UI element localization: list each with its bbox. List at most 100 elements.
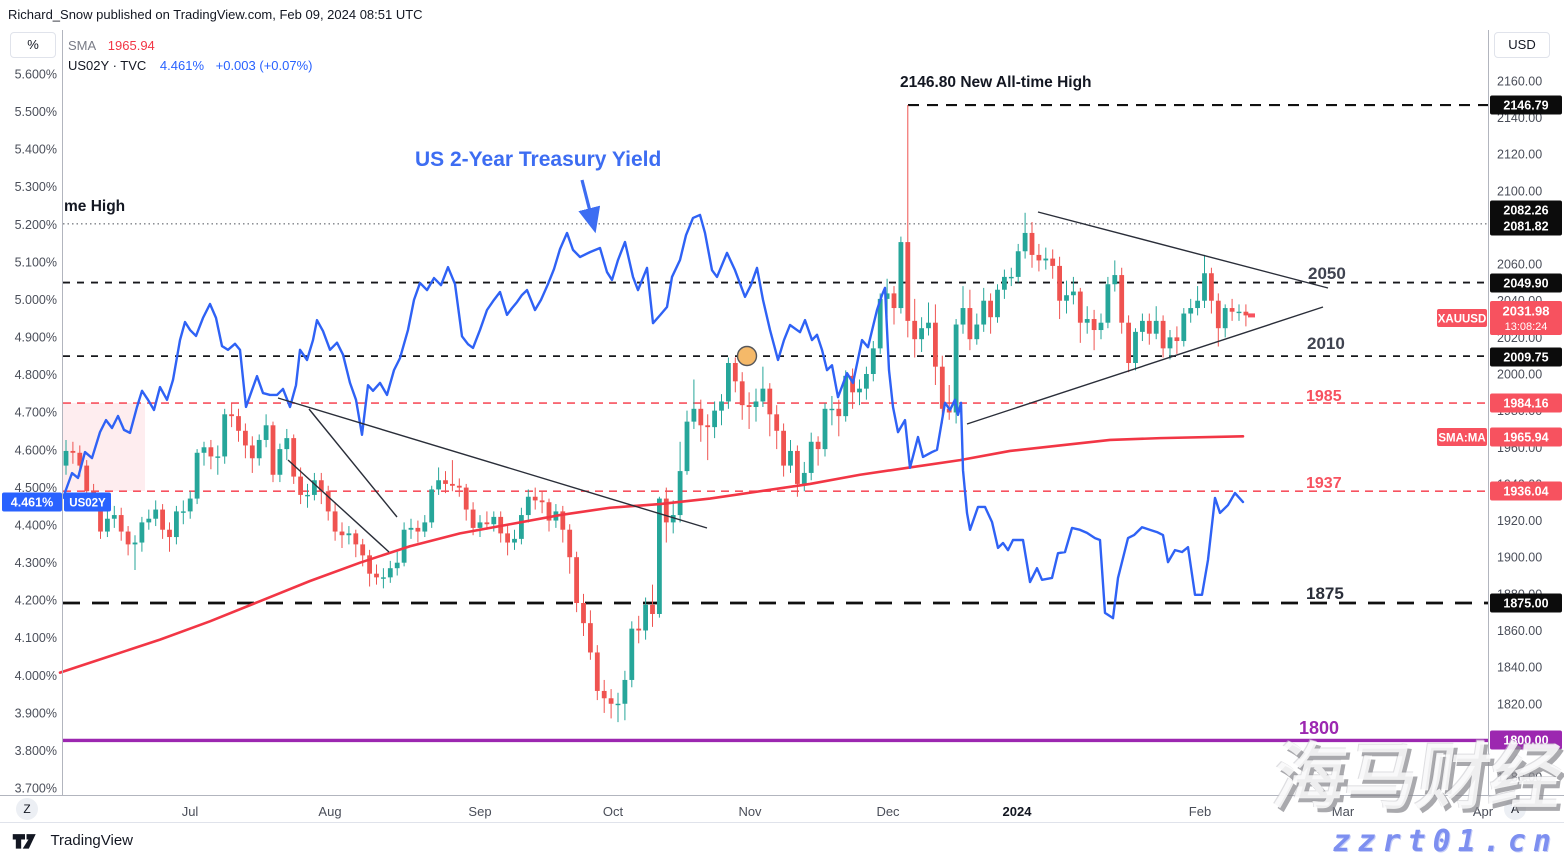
candle[interactable] bbox=[836, 408, 842, 417]
candle[interactable] bbox=[877, 298, 883, 349]
trendline[interactable] bbox=[1037, 211, 1329, 289]
candle[interactable] bbox=[201, 447, 207, 453]
candle[interactable] bbox=[443, 480, 448, 484]
candle[interactable] bbox=[484, 522, 490, 525]
candle[interactable] bbox=[470, 509, 476, 528]
candle[interactable] bbox=[98, 498, 103, 532]
candle[interactable] bbox=[857, 388, 862, 393]
candle[interactable] bbox=[270, 425, 276, 475]
candle[interactable] bbox=[912, 320, 918, 340]
candle[interactable] bbox=[312, 480, 317, 495]
candle[interactable] bbox=[739, 381, 745, 406]
candle[interactable] bbox=[332, 511, 338, 532]
us02y-line[interactable] bbox=[61, 213, 1245, 620]
candle[interactable] bbox=[601, 690, 607, 699]
candle[interactable] bbox=[808, 441, 814, 473]
candle[interactable] bbox=[933, 322, 938, 367]
candle[interactable] bbox=[795, 450, 800, 484]
candle[interactable] bbox=[1146, 320, 1152, 334]
candle[interactable] bbox=[456, 485, 462, 488]
sma-line[interactable] bbox=[58, 434, 1245, 674]
candle[interactable] bbox=[726, 363, 731, 402]
candle[interactable] bbox=[864, 374, 869, 389]
candle[interactable] bbox=[146, 518, 152, 523]
candle[interactable] bbox=[505, 533, 510, 543]
candle[interactable] bbox=[519, 515, 524, 539]
candle[interactable] bbox=[629, 628, 635, 680]
candle[interactable] bbox=[594, 652, 600, 691]
candle[interactable] bbox=[788, 450, 793, 466]
candle[interactable] bbox=[367, 555, 372, 574]
candle[interactable] bbox=[1008, 276, 1014, 279]
candle[interactable] bbox=[450, 483, 455, 486]
candle[interactable] bbox=[719, 401, 724, 411]
candle[interactable] bbox=[477, 522, 483, 528]
candle[interactable] bbox=[822, 408, 828, 450]
candle[interactable] bbox=[353, 533, 359, 545]
candle[interactable] bbox=[850, 375, 855, 393]
candle[interactable] bbox=[539, 500, 545, 503]
candle[interactable] bbox=[1057, 265, 1062, 301]
trendline[interactable] bbox=[308, 408, 398, 518]
candle[interactable] bbox=[215, 456, 221, 458]
candle[interactable] bbox=[111, 515, 117, 519]
candle[interactable] bbox=[926, 322, 931, 329]
candle[interactable] bbox=[760, 388, 766, 402]
candle[interactable] bbox=[1215, 300, 1221, 329]
candle[interactable] bbox=[588, 623, 593, 653]
price-chart[interactable]: 2146.80 New All-time High US 2-Year Treas… bbox=[0, 30, 1564, 825]
candle[interactable] bbox=[767, 388, 773, 415]
trendline[interactable] bbox=[966, 306, 1324, 425]
candle[interactable] bbox=[981, 300, 987, 325]
candle[interactable] bbox=[256, 439, 262, 459]
candle[interactable] bbox=[1043, 258, 1049, 261]
candle[interactable] bbox=[194, 452, 200, 499]
candle[interactable] bbox=[1188, 308, 1194, 314]
candle[interactable] bbox=[546, 502, 552, 521]
candle[interactable] bbox=[677, 471, 683, 516]
circle-marker[interactable] bbox=[736, 345, 758, 367]
auto-scale-button[interactable]: A bbox=[1504, 798, 1526, 820]
candle[interactable] bbox=[1071, 291, 1076, 296]
timezone-button[interactable]: Z bbox=[16, 798, 38, 820]
candle[interactable] bbox=[229, 414, 234, 417]
legend-sma-row[interactable]: SMA 1965.94 bbox=[68, 36, 312, 56]
candle[interactable] bbox=[1119, 275, 1125, 323]
candle[interactable] bbox=[870, 348, 876, 374]
candle[interactable] bbox=[560, 511, 566, 530]
candle[interactable] bbox=[1209, 273, 1214, 301]
candle[interactable] bbox=[77, 452, 83, 466]
candle[interactable] bbox=[167, 529, 172, 538]
candle[interactable] bbox=[491, 516, 497, 525]
candle[interactable] bbox=[1098, 322, 1104, 331]
candle[interactable] bbox=[381, 577, 386, 579]
candle[interactable] bbox=[829, 408, 835, 411]
trendline[interactable] bbox=[287, 459, 390, 553]
candle[interactable] bbox=[277, 449, 283, 475]
candle[interactable] bbox=[608, 698, 614, 704]
candle[interactable] bbox=[1105, 284, 1111, 323]
candle[interactable] bbox=[974, 324, 980, 340]
legend-symbol-row[interactable]: US02Y · TVC 4.461% +0.003 (+0.07%) bbox=[68, 56, 312, 76]
candle[interactable] bbox=[532, 496, 538, 501]
candle[interactable] bbox=[512, 538, 517, 543]
candle[interactable] bbox=[636, 628, 642, 631]
candle[interactable] bbox=[939, 366, 945, 409]
candle[interactable] bbox=[712, 410, 717, 428]
candle[interactable] bbox=[139, 522, 145, 543]
candle[interactable] bbox=[1160, 320, 1166, 349]
candle[interactable] bbox=[325, 491, 331, 512]
candle[interactable] bbox=[222, 414, 228, 457]
candle[interactable] bbox=[1229, 308, 1235, 312]
candle[interactable] bbox=[63, 450, 69, 466]
candle[interactable] bbox=[463, 487, 469, 510]
candle[interactable] bbox=[919, 328, 924, 340]
candle[interactable] bbox=[615, 703, 621, 706]
candle[interactable] bbox=[339, 531, 345, 536]
candle[interactable] bbox=[781, 430, 786, 466]
candle[interactable] bbox=[705, 425, 711, 428]
candle[interactable] bbox=[1153, 320, 1159, 334]
candle[interactable] bbox=[153, 509, 159, 519]
candle[interactable] bbox=[1195, 300, 1200, 309]
candle[interactable] bbox=[525, 496, 531, 516]
